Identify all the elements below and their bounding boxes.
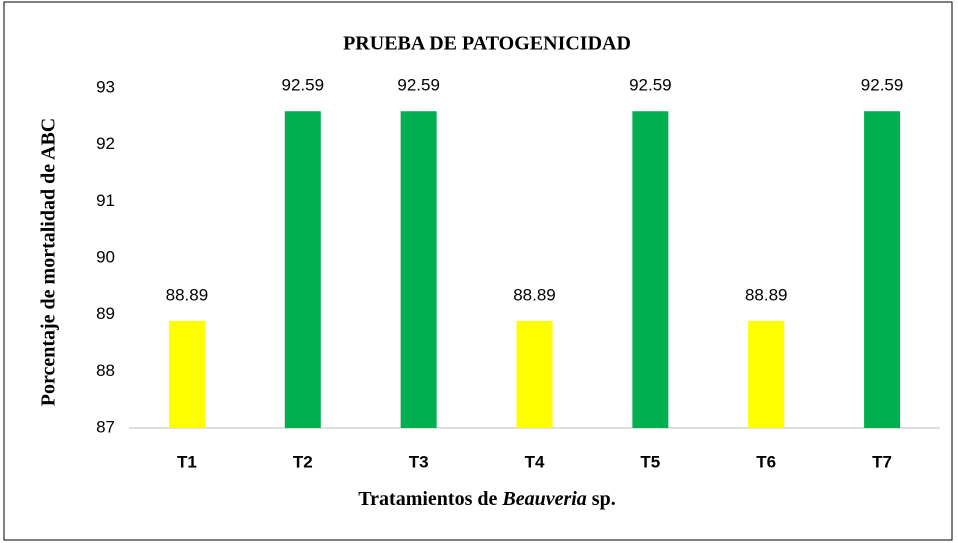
x-tick-label: T2 (293, 452, 313, 471)
data-label: 88.89 (513, 285, 556, 304)
bar (400, 111, 437, 428)
x-tick-label: T4 (525, 452, 545, 471)
bar (748, 320, 785, 428)
data-label: 92.59 (282, 76, 325, 95)
y-axis-label: Porcentaje de mortalidad de ABC (38, 118, 60, 407)
y-tick-label: 88 (96, 361, 115, 380)
data-label: 88.89 (745, 285, 788, 304)
x-tick-label: T5 (640, 452, 660, 471)
y-tick-label: 91 (96, 191, 115, 210)
data-label: 88.89 (166, 285, 209, 304)
chart-title: PRUEBA DE PATOGENICIDAD (343, 33, 631, 55)
y-tick-label: 90 (96, 247, 115, 266)
data-label: 92.59 (629, 76, 672, 95)
bar (516, 320, 553, 428)
x-tick-label: T7 (872, 452, 892, 471)
y-tick-label: 92 (96, 134, 115, 153)
bar (632, 111, 669, 428)
data-label: 92.59 (397, 76, 440, 95)
bar (168, 320, 205, 428)
x-tick-label: T6 (756, 452, 776, 471)
bar (284, 111, 321, 428)
bar (864, 111, 901, 428)
y-tick-label: 87 (96, 417, 115, 436)
x-tick-label: T1 (177, 452, 197, 471)
y-tick-label: 89 (96, 304, 115, 323)
x-axis-label: Tratamientos de Beauveria sp. (358, 488, 615, 510)
x-axis-label-part: sp. (587, 488, 616, 510)
y-tick-label: 93 (96, 77, 115, 96)
data-label: 92.59 (861, 76, 904, 95)
x-axis-label-part: Beauveria (501, 488, 586, 510)
chart-border (3, 1, 953, 541)
x-tick-label: T3 (409, 452, 429, 471)
x-axis-label-part: Tratamientos de (358, 488, 502, 510)
